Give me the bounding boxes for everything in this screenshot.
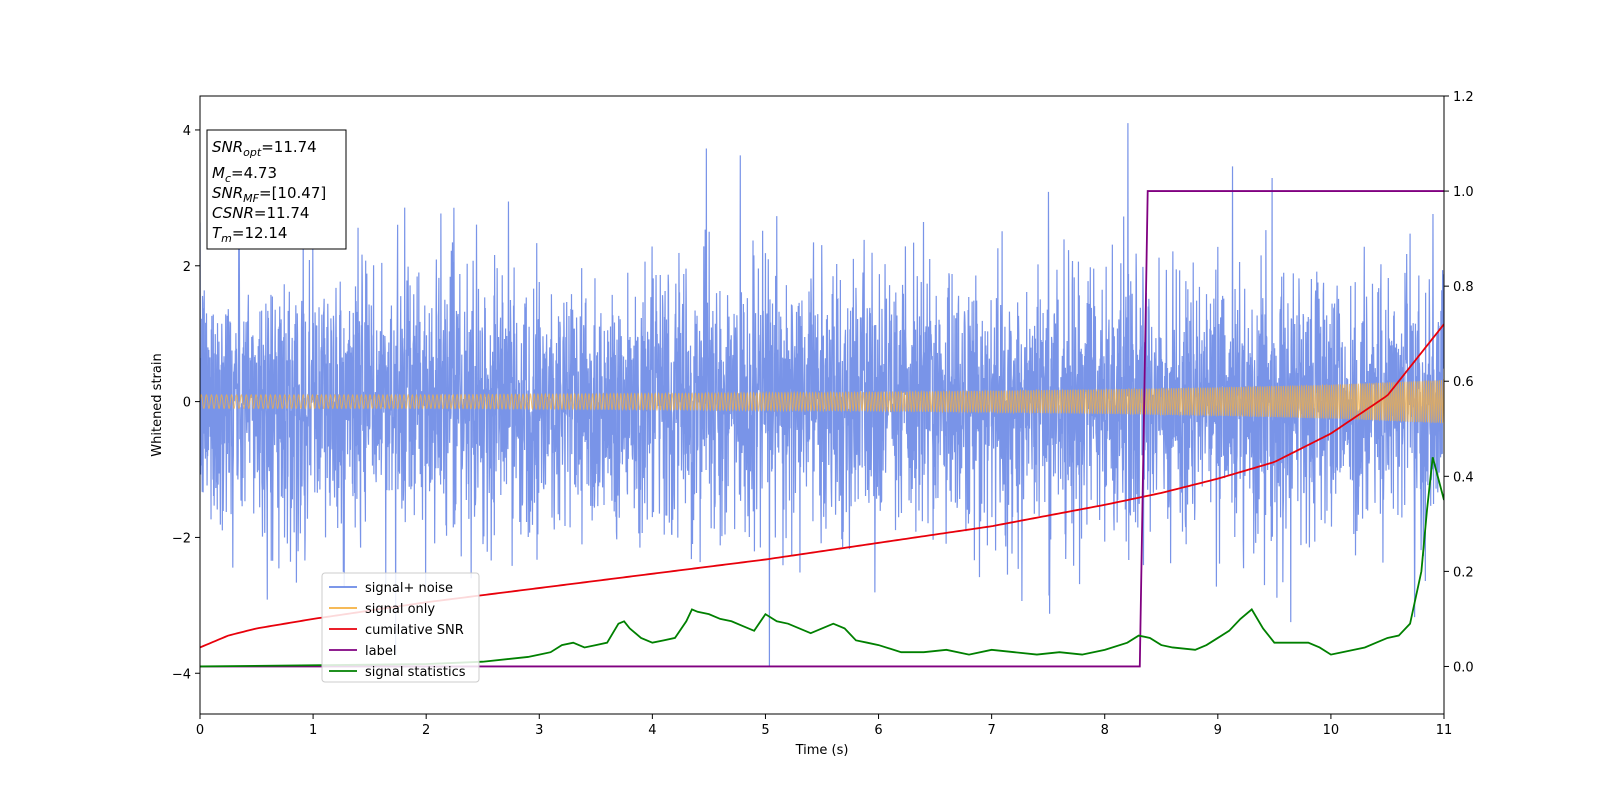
- x-tick-label: 0: [196, 723, 204, 738]
- x-tick-label: 2: [422, 723, 430, 738]
- annotation-line: SNRMF=[10.47]: [212, 184, 326, 205]
- y2-axis-ticks: 0.0 0.2 0.4 0.6 0.8 1.0 1.2: [1444, 90, 1474, 675]
- x-tick-label: 7: [987, 723, 995, 738]
- x-tick-label: 10: [1323, 723, 1340, 738]
- y-axis-label: Whitened strain: [150, 353, 165, 456]
- x-axis-label: Time (s): [795, 743, 849, 758]
- y-tick-label: 2: [183, 260, 191, 275]
- y2-tick-label: 1.2: [1453, 90, 1474, 105]
- signal-only-line: [200, 378, 1444, 424]
- annotation-line: Tm=12.14: [212, 224, 287, 245]
- legend-label: signal only: [365, 602, 435, 617]
- legend: signal+ noise signal only cumilative SNR la…: [321, 572, 480, 683]
- x-tick-label: 4: [648, 723, 656, 738]
- signal-statistics-line: [200, 457, 1444, 668]
- label-line: [200, 190, 1444, 668]
- y-axis-ticks: −4 −2 0 2 4: [172, 124, 200, 682]
- signal-noise-line: [200, 123, 1444, 667]
- annotation-line: Mc=4.73: [212, 164, 277, 185]
- x-axis-ticks: 0 1 2 3 4 5 6 7 8 9 10 11: [196, 714, 1452, 738]
- signal-only-series: [200, 378, 1444, 424]
- plot-frame: [199, 95, 1445, 715]
- signal-noise-series: [200, 123, 1444, 667]
- x-tick-label: 1: [309, 723, 317, 738]
- y2-tick-label: 0.2: [1453, 565, 1474, 580]
- y2-tick-label: 1.0: [1453, 185, 1474, 200]
- annotation-line: CSNR=11.74: [212, 204, 309, 222]
- legend-frame: [321, 572, 480, 683]
- annotation-box: SNRopt=11.74 Mc=4.73SNRMF=[10.47]CSNR=11.…: [206, 129, 347, 250]
- legend-label: signal+ noise: [365, 581, 453, 596]
- y2-tick-label: 0.6: [1453, 375, 1474, 390]
- x-tick-label: 5: [761, 723, 769, 738]
- x-tick-label: 3: [535, 723, 543, 738]
- legend-label: label: [365, 644, 396, 659]
- annotation-frame: [206, 129, 347, 250]
- annotation-line: SNRopt=11.74: [212, 138, 317, 159]
- legend-label: cumilative SNR: [365, 623, 464, 638]
- x-tick-label: 11: [1436, 723, 1453, 738]
- y2-tick-label: 0.0: [1453, 660, 1474, 675]
- x-tick-label: 6: [874, 723, 882, 738]
- y-tick-label: −2: [172, 531, 191, 546]
- y2-tick-label: 0.8: [1453, 280, 1474, 295]
- y-tick-label: 0: [183, 396, 191, 411]
- y-tick-label: −4: [172, 667, 191, 682]
- y2-tick-label: 0.4: [1453, 470, 1474, 485]
- y-tick-label: 4: [183, 124, 191, 139]
- x-tick-label: 9: [1214, 723, 1222, 738]
- x-tick-label: 8: [1101, 723, 1109, 738]
- legend-label: signal statistics: [365, 665, 466, 680]
